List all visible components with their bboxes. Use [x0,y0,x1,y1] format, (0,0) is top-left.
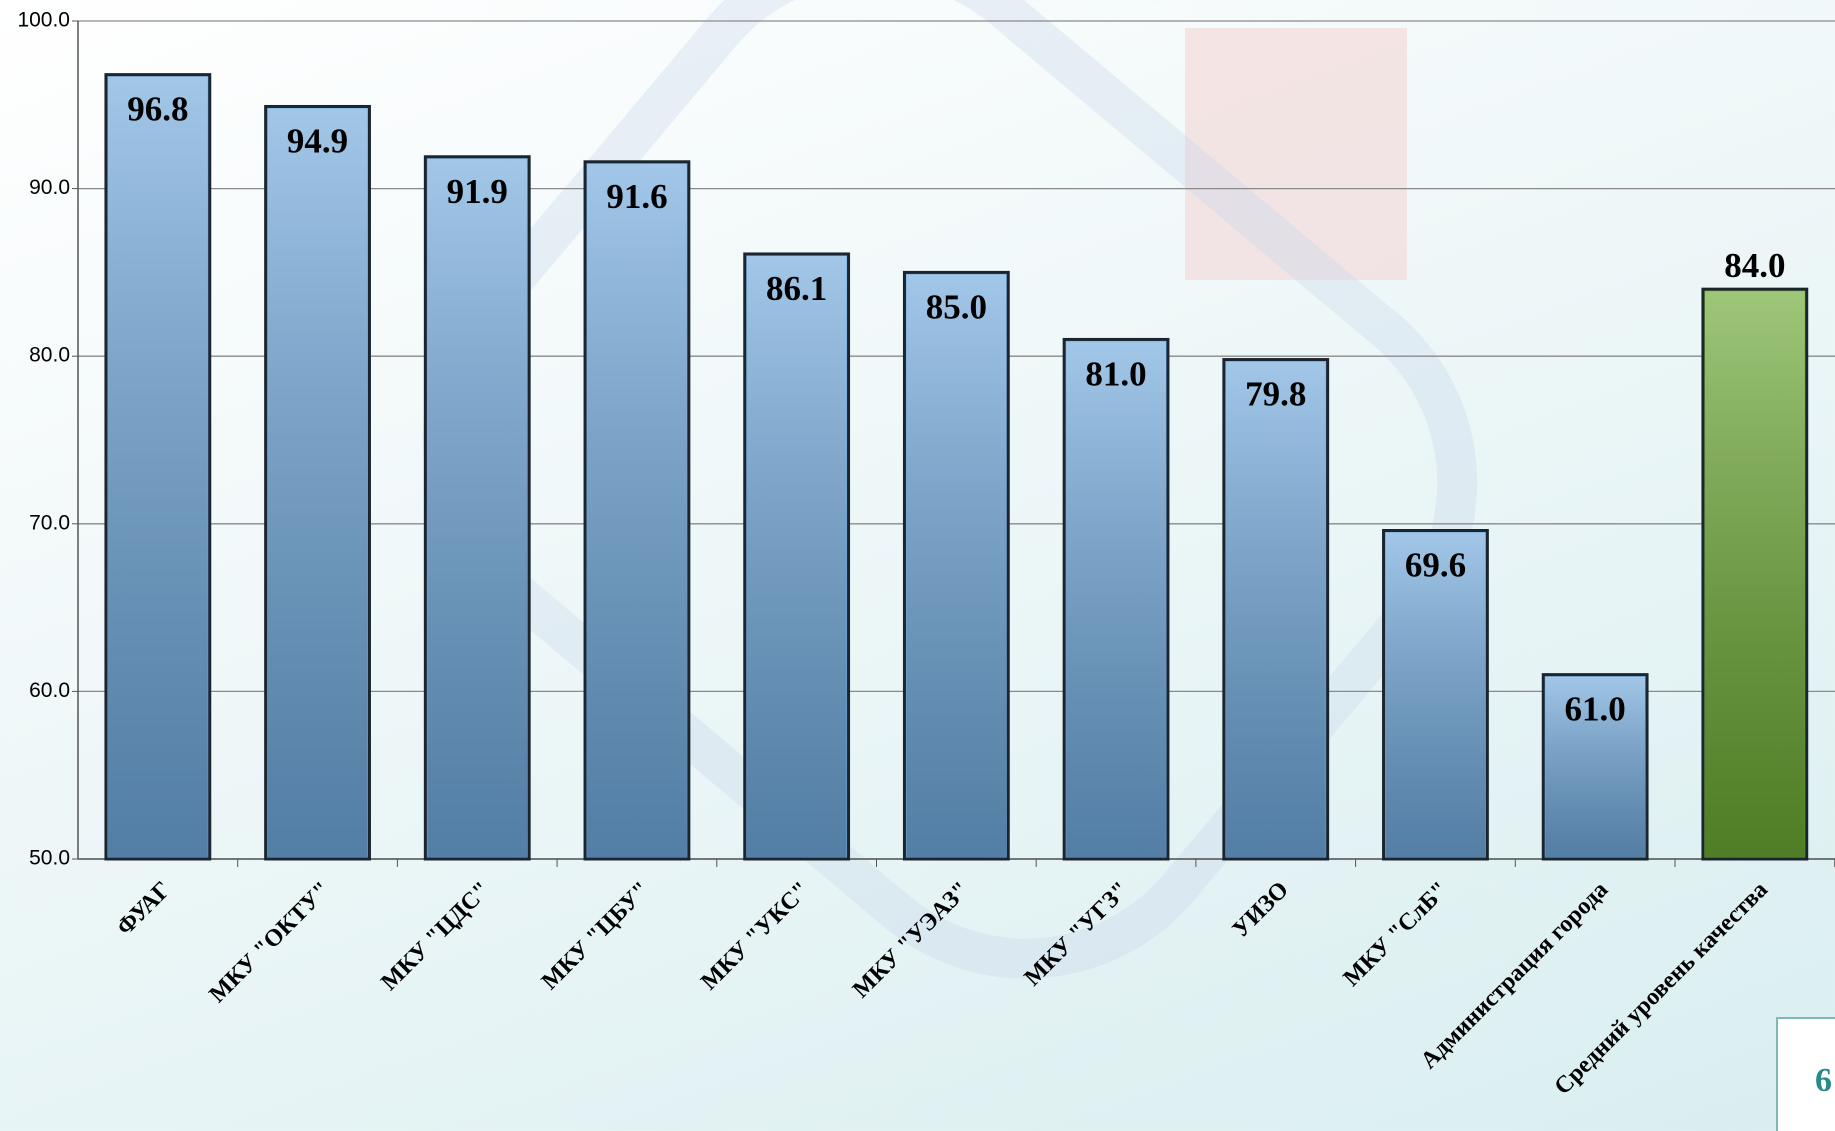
value-label: 84.0 [1724,246,1785,285]
bar-shading [1705,291,1805,857]
value-label: 86.1 [766,269,827,308]
bar-shading [747,256,847,857]
bar-shading [587,164,687,857]
value-label: 91.9 [447,172,508,211]
value-label: 85.0 [926,287,987,326]
bar-shading [268,108,368,857]
value-label: 79.8 [1245,375,1306,414]
y-tick-label: 60.0 [29,679,70,702]
bar-shading [906,274,1006,857]
x-tick-label: МКУ "УКС" [696,877,815,996]
x-tick-label: УИЗО [1228,877,1294,943]
bar-shading [1226,362,1326,857]
value-label: 61.0 [1565,690,1626,729]
value-label: 81.0 [1085,354,1146,393]
bar-shading [1066,341,1166,857]
x-tick-label: ФУАГ [112,877,176,941]
chart: 50.0 60.0 70.0 80.0 90.0 100.0 ФУАГ 96.8 МКУ "ОК… [0,0,1835,1131]
x-tick-label: МКУ "ЦБУ" [537,877,655,995]
page-number: 6 [1815,1062,1832,1099]
x-tick-label: МКУ "ЦДС" [376,877,495,996]
y-tick-label: 80.0 [29,344,70,367]
x-tick-label: МКУ "СлБ" [1339,877,1454,992]
value-label: 94.9 [287,122,348,161]
value-label: 91.6 [606,177,667,216]
y-tick-label: 90.0 [29,176,70,199]
page: 50.0 60.0 70.0 80.0 90.0 100.0 ФУАГ 96.8 МКУ "ОК… [0,0,1835,1131]
y-tick-label: 70.0 [29,511,70,534]
value-label: 69.6 [1405,546,1466,585]
bar-shading [427,159,527,857]
x-tick-label: МКУ "ОКТУ" [204,877,335,1008]
y-tick-label: 50.0 [29,847,70,870]
y-tick-label: 100.0 [17,9,70,32]
bar-shading [108,77,208,857]
x-tick-label: Администрация города [1416,877,1613,1074]
value-label: 96.8 [127,90,188,129]
